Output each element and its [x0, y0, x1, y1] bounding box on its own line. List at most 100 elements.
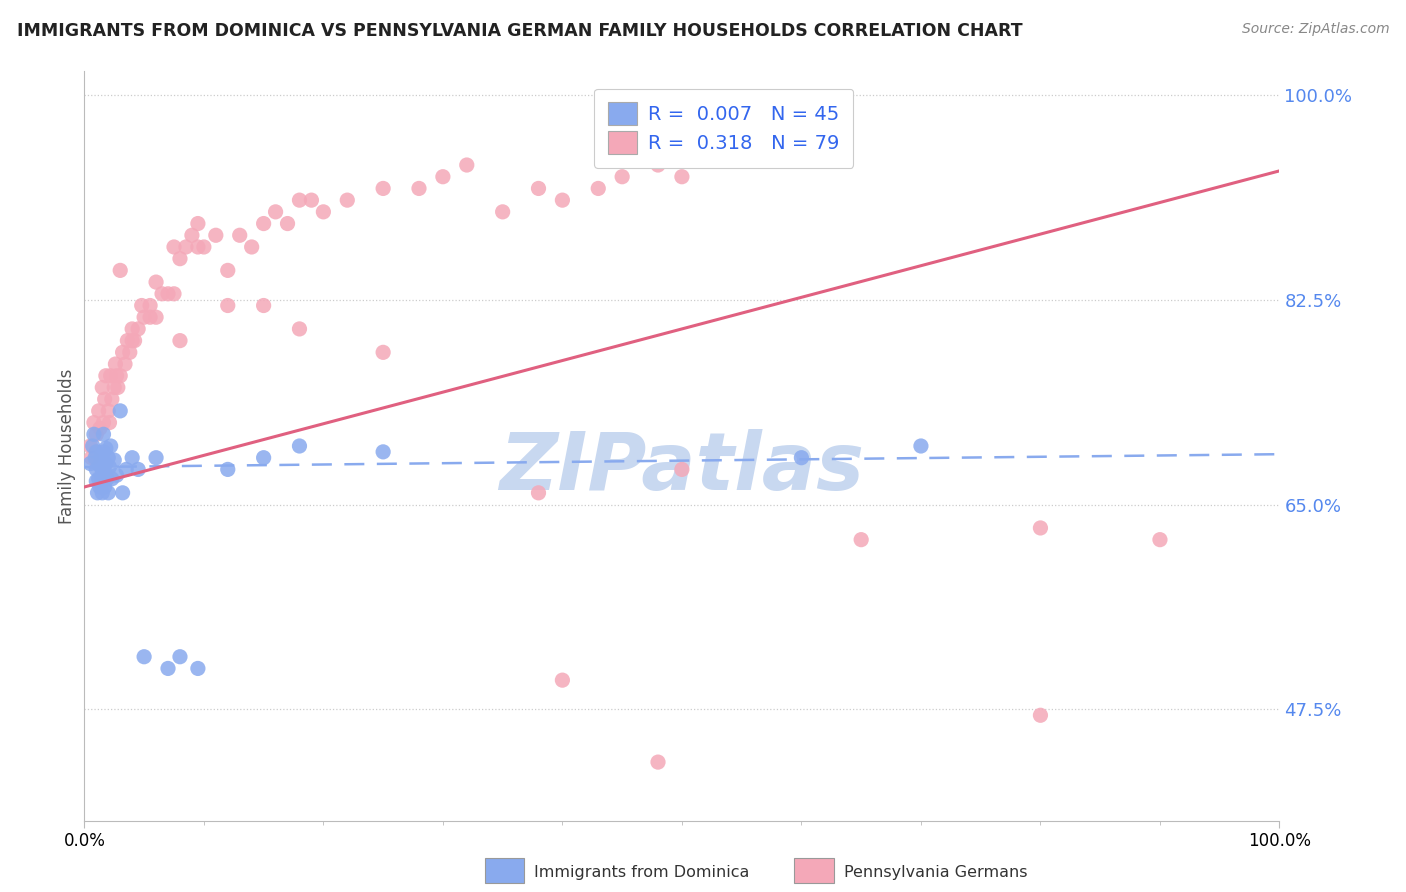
Point [187, 217, 209, 231]
Point [1029, 708, 1052, 723]
Point [647, 158, 669, 172]
Point [83, 427, 105, 442]
Point [96, 472, 118, 486]
Point [103, 453, 125, 467]
Text: Pennsylvania Germans: Pennsylvania Germans [844, 865, 1028, 880]
Point [253, 217, 276, 231]
Point [205, 228, 228, 243]
Point [97, 485, 120, 500]
Point [253, 450, 276, 465]
Point [93, 480, 115, 494]
Point [229, 228, 252, 243]
Point [336, 193, 359, 207]
Point [145, 450, 167, 465]
Point [139, 298, 162, 313]
Point [86, 427, 108, 442]
Point [115, 462, 138, 476]
Point [93, 392, 115, 407]
Point [100, 439, 122, 453]
Point [910, 439, 932, 453]
Point [90, 450, 112, 465]
Point [217, 263, 239, 277]
Point [86, 474, 108, 488]
Point [97, 450, 120, 465]
Point [103, 380, 125, 394]
Point [97, 404, 120, 418]
Point [157, 661, 180, 675]
Point [408, 181, 430, 195]
Point [86, 445, 108, 459]
Point [84, 450, 107, 465]
Point [89, 458, 111, 473]
Point [80, 450, 103, 465]
Point [253, 298, 276, 313]
Point [110, 404, 132, 418]
Point [111, 345, 134, 359]
Point [527, 485, 550, 500]
Point [163, 286, 186, 301]
Point [105, 368, 128, 383]
Point [117, 334, 139, 348]
Text: Immigrants from Dominica: Immigrants from Dominica [534, 865, 749, 880]
Point [373, 345, 395, 359]
Point [1149, 533, 1171, 547]
Point [139, 310, 162, 325]
Point [83, 416, 105, 430]
Point [150, 286, 173, 301]
Point [132, 310, 156, 325]
Point [132, 649, 156, 664]
Point [86, 462, 108, 476]
Point [163, 240, 186, 254]
Point [127, 322, 149, 336]
Text: Source: ZipAtlas.com: Source: ZipAtlas.com [1241, 22, 1389, 37]
Point [87, 404, 110, 418]
Point [312, 205, 335, 219]
Point [301, 193, 323, 207]
Legend: R =  0.007   N = 45, R =  0.318   N = 79: R = 0.007 N = 45, R = 0.318 N = 79 [593, 88, 853, 168]
Point [91, 472, 114, 486]
Point [647, 755, 669, 769]
Point [492, 205, 515, 219]
Point [89, 480, 111, 494]
Point [181, 228, 204, 243]
Text: IMMIGRANTS FROM DOMINICA VS PENNSYLVANIA GERMAN FAMILY HOUSEHOLDS CORRELATION CH: IMMIGRANTS FROM DOMINICA VS PENNSYLVANIA… [17, 22, 1022, 40]
Point [98, 416, 121, 430]
Point [174, 240, 197, 254]
Point [86, 485, 108, 500]
Point [91, 462, 114, 476]
Point [169, 252, 191, 266]
Point [121, 334, 143, 348]
Point [187, 240, 209, 254]
Point [288, 322, 311, 336]
Point [101, 392, 124, 407]
Point [94, 368, 117, 383]
Point [105, 468, 128, 483]
Point [264, 205, 287, 219]
Point [527, 181, 550, 195]
Point [110, 263, 132, 277]
Point [240, 240, 263, 254]
Point [101, 472, 124, 486]
Point [456, 158, 478, 172]
Point [671, 462, 693, 476]
Point [121, 450, 143, 465]
Point [671, 169, 693, 184]
Point [89, 421, 111, 435]
Point [110, 368, 132, 383]
Point [145, 310, 167, 325]
Point [432, 169, 454, 184]
Point [124, 334, 146, 348]
Point [187, 661, 209, 675]
Point [612, 169, 634, 184]
Point [277, 217, 299, 231]
Point [82, 439, 104, 453]
Point [551, 673, 574, 688]
Point [217, 298, 239, 313]
Point [551, 193, 574, 207]
Point [93, 445, 115, 459]
Point [91, 380, 114, 394]
Point [93, 416, 115, 430]
Point [98, 460, 121, 475]
Point [169, 649, 191, 664]
Point [288, 439, 311, 453]
